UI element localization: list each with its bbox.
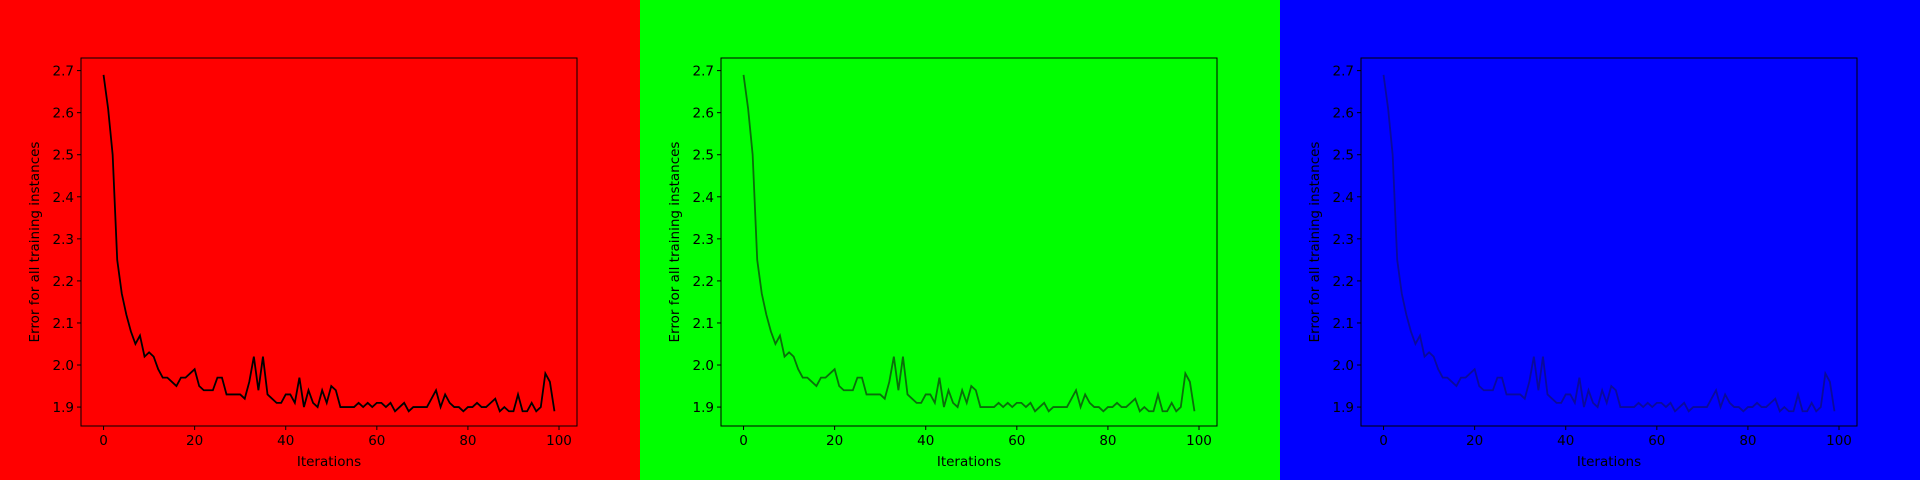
x-tick-label: 80	[1099, 433, 1116, 449]
y-tick-label: 2.3	[53, 232, 74, 248]
data-line	[1382, 74, 1836, 413]
panel-background	[0, 0, 640, 480]
y-tick-label: 2.3	[693, 232, 714, 248]
x-tick-label: 80	[1739, 433, 1756, 449]
y-tick-label: 2.1	[693, 316, 714, 332]
x-tick-label: 0	[1379, 433, 1388, 449]
x-tick-label: 100	[1186, 433, 1212, 449]
x-axis-label: Iterations	[937, 454, 1001, 470]
axes-frame	[1360, 57, 1858, 427]
y-tick-label: 1.9	[693, 400, 714, 416]
y-tick-label: 2.0	[1333, 358, 1354, 374]
y-tick-label: 1.9	[53, 400, 74, 416]
y-tick-label: 2.6	[53, 106, 74, 122]
x-tick-label: 0	[739, 433, 748, 449]
y-tick-label: 2.7	[1333, 64, 1354, 80]
y-axis-label: Error for all training instances	[27, 142, 43, 343]
axes-frame	[80, 57, 578, 427]
x-tick-label: 40	[1557, 433, 1574, 449]
x-tick-label: 60	[1648, 433, 1665, 449]
x-tick-label: 60	[1008, 433, 1025, 449]
data-line	[742, 74, 1196, 413]
y-tick-label: 2.1	[53, 316, 74, 332]
y-axis-label: Error for all training instances	[667, 142, 683, 343]
y-tick-label: 2.2	[1333, 274, 1354, 290]
y-tick-label: 2.1	[1333, 316, 1354, 332]
y-tick-label: 2.5	[693, 148, 714, 164]
x-tick-label: 0	[99, 433, 108, 449]
chart-panel: 0 20 40 60 80 100 1.9 2.0 2.1 2.2 2.3 2.4 2.5 2.6 2.7 I…	[640, 0, 1280, 480]
x-axis-label: Iterations	[1577, 454, 1641, 470]
y-tick-label: 2.0	[693, 358, 714, 374]
y-tick-label: 2.6	[693, 106, 714, 122]
y-tick-label: 2.4	[53, 190, 74, 206]
y-tick-label: 2.7	[53, 64, 74, 80]
x-tick-label: 20	[1466, 433, 1483, 449]
chart-panel: 0 20 40 60 80 100 1.9 2.0 2.1 2.2 2.3 2.4 2.5 2.6 2.7 I…	[1280, 0, 1920, 480]
x-axis-label: Iterations	[297, 454, 361, 470]
y-tick-label: 2.6	[1333, 106, 1354, 122]
x-tick-label: 40	[917, 433, 934, 449]
panel-background	[1280, 0, 1920, 480]
x-tick-label: 20	[826, 433, 843, 449]
y-tick-label: 2.7	[693, 64, 714, 80]
y-tick-label: 2.2	[53, 274, 74, 290]
y-tick-label: 2.5	[1333, 148, 1354, 164]
axes-frame	[720, 57, 1218, 427]
y-tick-label: 2.4	[1333, 190, 1354, 206]
x-tick-label: 40	[277, 433, 294, 449]
chart-panel: 0 20 40 60 80 100 1.9 2.0 2.1 2.2 2.3 2.4 2.5 2.6 2.7 I…	[0, 0, 640, 480]
y-tick-label: 2.5	[53, 148, 74, 164]
x-tick-label: 100	[1826, 433, 1852, 449]
panel-background	[640, 0, 1280, 480]
x-tick-label: 80	[459, 433, 476, 449]
x-tick-label: 60	[368, 433, 385, 449]
data-line	[102, 74, 556, 413]
x-tick-label: 20	[186, 433, 203, 449]
y-tick-label: 2.2	[693, 274, 714, 290]
y-axis-label: Error for all training instances	[1307, 142, 1323, 343]
y-tick-label: 2.0	[53, 358, 74, 374]
y-tick-label: 1.9	[1333, 400, 1354, 416]
y-tick-label: 2.4	[693, 190, 714, 206]
x-tick-label: 100	[546, 433, 572, 449]
y-tick-label: 2.3	[1333, 232, 1354, 248]
